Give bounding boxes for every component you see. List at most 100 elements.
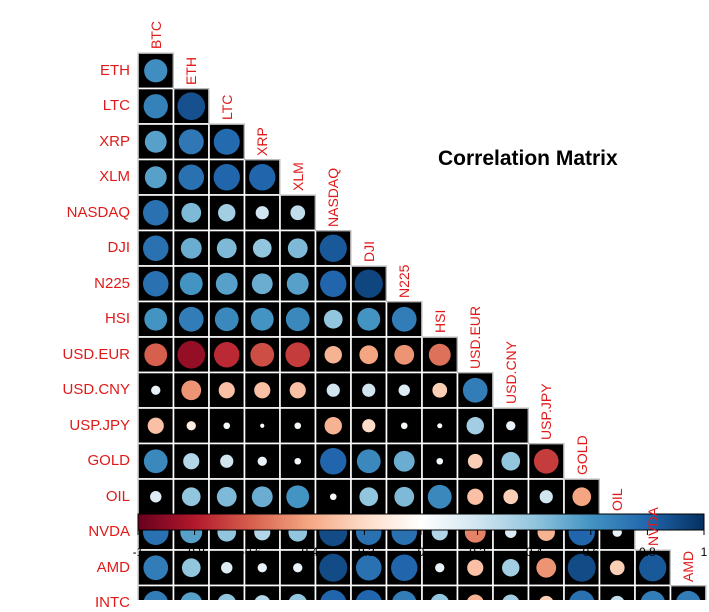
correlation-circle: [533, 448, 559, 474]
correlation-circle: [250, 342, 275, 367]
colorbar-tick-label: -0.2: [354, 545, 375, 559]
row-label: N225: [94, 274, 130, 292]
correlation-circle: [177, 92, 206, 121]
correlation-circle: [285, 307, 310, 332]
correlation-circle: [285, 342, 311, 368]
correlation-circle: [150, 491, 162, 503]
correlation-circle: [294, 457, 302, 465]
colorbar-tick-label: 0.4: [525, 545, 543, 559]
matrix-cell: [492, 442, 530, 480]
correlation-circle: [144, 307, 168, 331]
colorbar-tick-label: 0.2: [469, 545, 486, 559]
column-label: LTC: [218, 94, 235, 120]
correlation-circle: [435, 563, 445, 573]
correlation-circle: [142, 199, 169, 226]
correlation-circle: [142, 270, 169, 297]
correlation-circle: [178, 164, 205, 191]
correlation-circle: [294, 422, 302, 430]
correlation-circle: [186, 421, 196, 431]
correlation-circle: [290, 205, 306, 221]
colorbar-tick-label: 0: [417, 545, 425, 559]
correlation-circle: [178, 306, 204, 332]
correlation-circle: [362, 419, 376, 433]
row-label: ETH: [100, 61, 130, 79]
correlation-circle: [536, 557, 557, 578]
correlation-circle: [213, 128, 240, 155]
column-label: OIL: [609, 487, 626, 511]
correlation-circle: [467, 453, 483, 469]
row-label: HSI: [104, 310, 130, 328]
correlation-circle: [257, 456, 267, 466]
matrix-cell: [456, 584, 494, 600]
colorbar-tick-label: -0.4: [297, 545, 319, 559]
correlation-circle: [609, 560, 625, 576]
correlation-circle: [394, 486, 415, 507]
matrix-cell: [492, 584, 530, 600]
correlation-circle: [393, 450, 415, 472]
column-label: HSI: [431, 309, 448, 333]
correlation-circle: [356, 449, 381, 474]
column-label: XLM: [289, 162, 306, 191]
colorbar: [137, 513, 705, 531]
row-label: DJI: [107, 239, 131, 257]
correlation-circle: [254, 595, 270, 600]
correlation-circle: [502, 594, 519, 600]
correlation-circle: [255, 206, 269, 220]
correlation-circle: [467, 559, 484, 576]
correlation-circle: [324, 417, 342, 435]
correlation-circle: [151, 385, 161, 395]
correlation-circle: [221, 562, 233, 574]
correlation-circle: [502, 559, 520, 577]
correlation-circle: [355, 554, 382, 581]
chart-title: Correlation Matrix: [438, 147, 618, 170]
colorbar-tick-label: 1: [700, 545, 708, 559]
row-label: NVDA: [88, 523, 130, 541]
correlation-circle: [144, 59, 168, 83]
correlation-circle: [142, 235, 169, 262]
correlation-circle: [218, 204, 236, 222]
column-label: N225: [396, 264, 413, 298]
column-label: USP.JPY: [538, 382, 555, 440]
correlation-circle: [359, 487, 379, 507]
correlation-circle: [144, 130, 167, 153]
correlation-circle: [215, 272, 238, 295]
row-label: USD.CNY: [62, 381, 130, 399]
colorbar-tick-label: -0.6: [240, 545, 262, 559]
correlation-circle: [218, 593, 236, 600]
correlation-circle: [287, 238, 308, 259]
correlation-circle: [178, 129, 204, 155]
correlation-circle: [143, 555, 169, 581]
correlation-circle: [432, 382, 448, 398]
correlation-circle: [569, 590, 595, 600]
correlation-circle: [320, 590, 347, 600]
correlation-circle: [676, 590, 701, 600]
correlation-circle: [286, 485, 310, 509]
correlation-circle: [320, 448, 347, 475]
correlation-circle: [391, 306, 417, 332]
correlation-circle: [467, 488, 484, 505]
correlation-circle: [466, 417, 484, 435]
correlation-circle: [144, 343, 168, 367]
correlation-circle: [503, 489, 519, 505]
correlation-circle: [323, 309, 343, 329]
correlation-circle: [398, 384, 410, 396]
correlation-circle: [355, 590, 382, 600]
column-label: BTC: [147, 21, 164, 49]
correlation-circle: [223, 422, 231, 430]
matrix-cell: [279, 584, 317, 600]
colorbar-tick-label: -0.8: [184, 545, 205, 559]
matrix-cell: [243, 584, 281, 600]
correlation-circle: [214, 307, 239, 332]
correlation-circle: [639, 554, 667, 582]
correlation-circle: [181, 202, 202, 223]
correlation-circle: [437, 423, 443, 429]
correlation-circle: [431, 593, 449, 600]
correlation-circle: [249, 164, 276, 191]
correlation-circle: [329, 493, 337, 501]
correlation-circle: [359, 345, 379, 365]
matrix-cell: [243, 194, 281, 232]
row-label: XLM: [99, 168, 130, 186]
column-label: ETH: [183, 56, 200, 85]
correlation-circle: [143, 449, 168, 474]
correlation-circle: [427, 484, 452, 509]
